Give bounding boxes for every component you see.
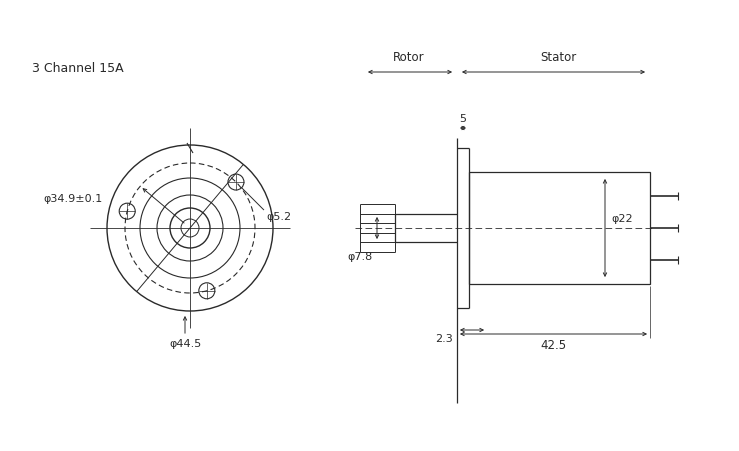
- Text: φ22: φ22: [611, 214, 633, 224]
- Text: φ7.8: φ7.8: [348, 252, 373, 262]
- Text: φ44.5: φ44.5: [169, 339, 201, 349]
- Text: 2.3: 2.3: [435, 334, 453, 344]
- Text: 5: 5: [460, 114, 466, 124]
- Text: φ34.9±0.1: φ34.9±0.1: [43, 194, 102, 204]
- Bar: [469, 172, 650, 284]
- Text: 3 Channel 15A: 3 Channel 15A: [32, 61, 123, 74]
- Text: 42.5: 42.5: [540, 339, 567, 352]
- Text: Stator: Stator: [540, 51, 576, 64]
- Text: φ5.2: φ5.2: [266, 212, 291, 222]
- Text: Rotor: Rotor: [392, 51, 424, 64]
